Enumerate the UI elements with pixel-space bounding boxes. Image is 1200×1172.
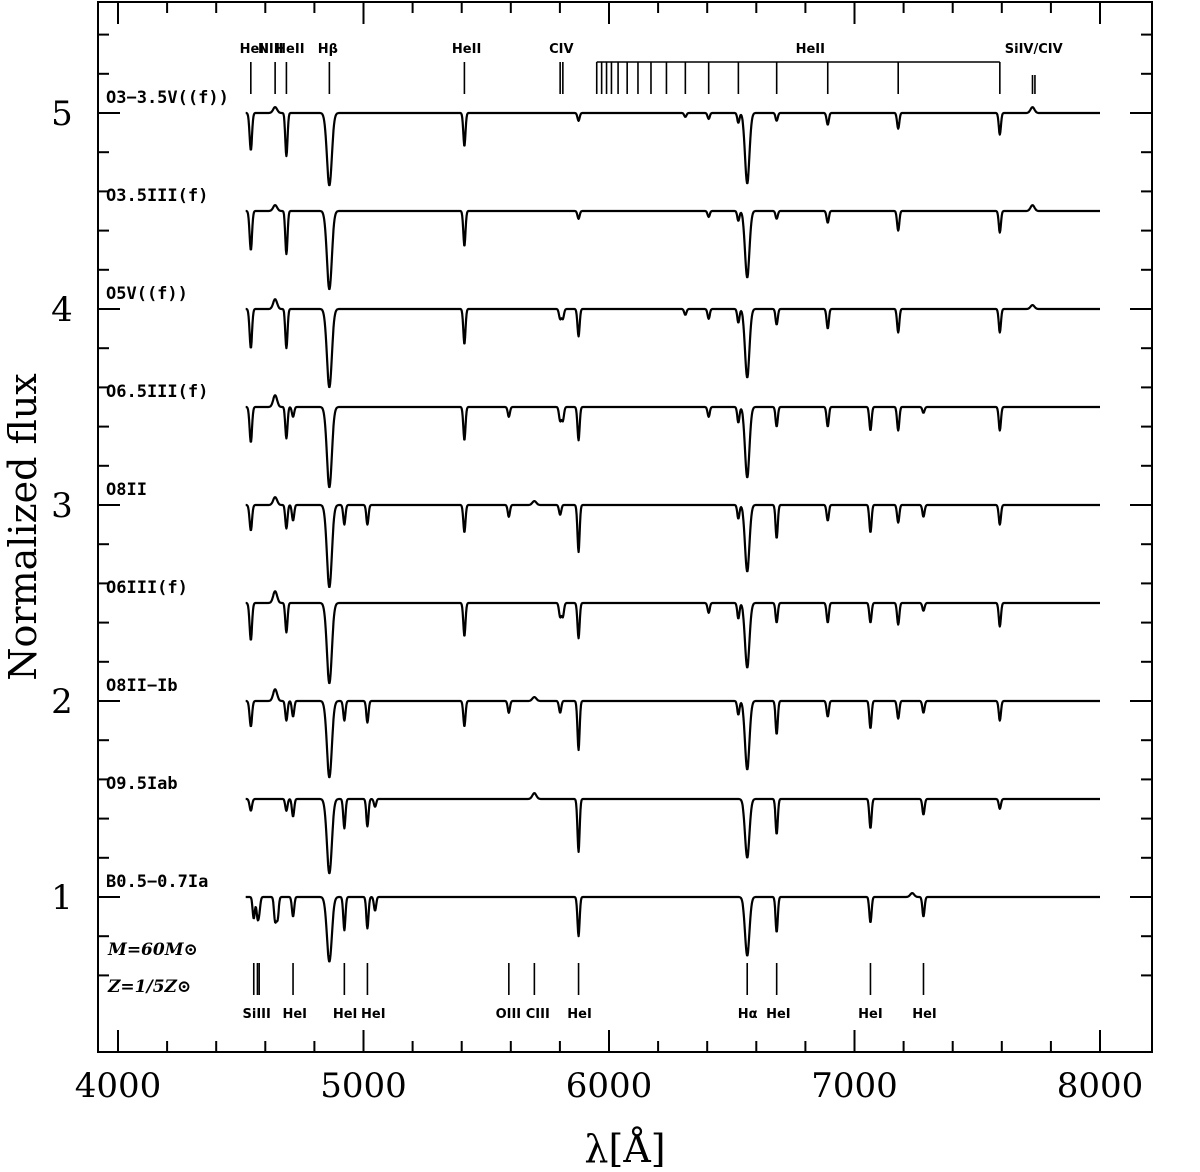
- x-tick-label: 8000: [1057, 1066, 1144, 1106]
- metallicity-parameter: Z=1/5Z⊙: [107, 977, 191, 997]
- series-label-0: O3−3.5V((f)): [106, 88, 229, 108]
- top-marker-label: HeII: [452, 42, 481, 57]
- spectrum-series-2: [245, 298, 1101, 389]
- bottom-marker-label: HeI: [567, 1007, 592, 1022]
- spectra-group: [245, 106, 1101, 963]
- civ-marker-label: CIV: [549, 42, 573, 57]
- series-label-4: O8II: [106, 480, 147, 500]
- bottom-marker-label: HeI: [766, 1007, 791, 1022]
- bottom-marker-label: Hα: [738, 1007, 758, 1022]
- y-tick-label: 2: [51, 682, 73, 722]
- top-marker-label: HeII: [240, 42, 269, 57]
- y-tick-label: 4: [51, 290, 73, 330]
- heii-series-label: HeII: [796, 42, 825, 57]
- series-label-2: O5V((f)): [106, 284, 188, 304]
- series-label-5: O6III(f): [106, 578, 188, 598]
- mass-parameter: M=60M⊙: [107, 940, 198, 960]
- plot-frame: [97, 1, 1153, 1053]
- spectrum-series-3: [245, 394, 1101, 489]
- x-tick-label: 6000: [566, 1066, 653, 1106]
- y-axis-label: Normalized flux: [1, 373, 45, 680]
- bottom-marker-label: HeI: [282, 1007, 307, 1022]
- bottom-marker-label: CIII: [526, 1007, 550, 1022]
- axis-tick-labels: 4000 5000 6000 7000 8000 1 2 3 4 5: [51, 94, 1143, 1106]
- x-tick-label: 4000: [75, 1066, 162, 1106]
- y-tick-label: 1: [51, 878, 73, 918]
- spectrum-series-5: [245, 590, 1101, 685]
- y-tick-label: 3: [51, 486, 73, 526]
- bottom-marker-label: HeI: [858, 1007, 883, 1022]
- y-tick-label: 5: [51, 94, 73, 134]
- bottom-marker-label: HeI: [333, 1007, 358, 1022]
- series-labels: O3−3.5V((f)) O3.5III(f) O5V((f)) O6.5III(f)…: [106, 88, 229, 892]
- siiv-marker-label: SiIV/CIV: [1005, 42, 1063, 57]
- axis-ticks: [98, 2, 1152, 1052]
- series-label-7: O9.5Iab: [106, 774, 178, 794]
- bottom-marker-label: OIII: [496, 1007, 522, 1022]
- x-tick-label: 7000: [811, 1066, 898, 1106]
- bottom-marker-label: SiIII: [243, 1007, 271, 1022]
- x-axis-label: λ[Å]: [584, 1127, 665, 1171]
- series-label-3: O6.5III(f): [106, 382, 208, 402]
- spectrum-series-8: [245, 892, 1101, 963]
- top-marker-label: NIII: [258, 42, 283, 57]
- spectrum-series-4: [245, 496, 1101, 588]
- spectrum-series-6: [245, 688, 1101, 779]
- bottom-marker-label: HeI: [912, 1007, 937, 1022]
- series-label-1: O3.5III(f): [106, 186, 208, 206]
- series-label-8: B0.5−0.7Ia: [106, 872, 208, 892]
- spectrum-series-7: [245, 792, 1101, 875]
- top-marker-label: Hβ: [318, 42, 338, 57]
- bottom-marker-label: HeI: [361, 1007, 386, 1022]
- series-label-6: O8II−Ib: [106, 676, 178, 696]
- x-tick-label: 5000: [320, 1066, 407, 1106]
- top-marker-label: HeII: [275, 42, 304, 57]
- spectrum-series-0: [245, 106, 1101, 187]
- spectrum-series-1: [245, 204, 1101, 291]
